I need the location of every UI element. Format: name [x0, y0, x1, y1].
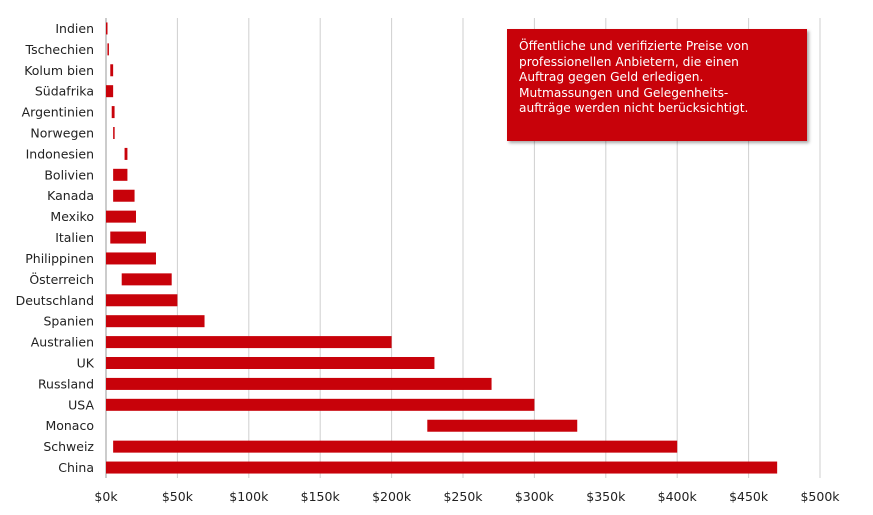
x-tick-label: $0k [94, 489, 118, 504]
category-label: Monaco [45, 418, 94, 433]
bar [124, 147, 128, 160]
bar [106, 461, 778, 474]
category-label: Deutschland [16, 293, 94, 308]
category-label: Indonesien [26, 146, 94, 161]
bar [106, 210, 136, 223]
bar [110, 231, 146, 244]
bar [427, 419, 578, 432]
x-tick-labels: $0k $50k $100k $150k $200k $250k $300k $350k $40… [94, 489, 840, 504]
bar [106, 377, 492, 390]
bar [113, 189, 135, 202]
category-label: UK [77, 356, 95, 371]
annotation-line: Öffentliche und verifizierte Preise von [519, 39, 749, 53]
category-label: Österreich [29, 271, 94, 287]
annotation-line: aufträge werden nicht berücksichtigt. [519, 101, 749, 115]
annotation-line: Auftrag gegen Geld erledigen. [519, 70, 704, 84]
category-label: Kanada [47, 188, 94, 203]
bar [106, 398, 535, 411]
bar [106, 315, 205, 328]
x-tick-label: $100k [229, 489, 269, 504]
x-tick-label: $300k [515, 489, 555, 504]
x-tick-label: $50k [162, 489, 194, 504]
bar [113, 168, 128, 181]
bars [106, 22, 778, 474]
category-label: Russland [38, 376, 94, 391]
category-label: Schweiz [43, 439, 94, 454]
x-tick-label: $450k [729, 489, 769, 504]
bar [106, 336, 392, 349]
bar [106, 22, 108, 35]
category-label: Italien [55, 230, 94, 245]
category-label: China [58, 460, 94, 475]
annotation-line: Mutmassungen und Gelegenheits- [519, 85, 729, 100]
category-label: USA [68, 397, 94, 412]
category-label: Indien [55, 21, 94, 36]
x-tick-label: $150k [301, 489, 341, 504]
category-label: Mexiko [50, 209, 94, 224]
x-tick-label: $350k [586, 489, 626, 504]
bar [113, 127, 115, 139]
x-tick-label: $400k [658, 489, 698, 504]
bar [111, 106, 115, 119]
category-label: Australien [31, 335, 94, 350]
category-label: Bolivien [44, 167, 94, 182]
bar [110, 64, 114, 77]
category-label: Argentinien [22, 105, 94, 120]
annotation-box: Öffentliche und verifizierte Preise von … [507, 29, 807, 141]
category-label: Kolum bien [24, 63, 94, 78]
x-tick-label: $250k [443, 489, 483, 504]
category-label: Philippinen [25, 251, 94, 266]
category-label: Norwegen [30, 126, 94, 141]
category-label: Spanien [43, 314, 94, 329]
bar [106, 357, 435, 369]
bar [106, 294, 178, 307]
annotation-line: professionellen Anbietern, die einen [519, 54, 739, 69]
bar [107, 43, 109, 56]
x-tick-label: $200k [372, 489, 412, 504]
bar [106, 85, 114, 98]
bar [106, 252, 156, 265]
bar [113, 440, 678, 453]
category-labels: Indien Tschechien Kolum bien Südafrika Argen… [16, 21, 95, 475]
category-label: Tschechien [25, 42, 94, 57]
x-tick-label: $500k [800, 489, 840, 504]
bar [121, 273, 172, 286]
category-label: Südafrika [35, 84, 94, 99]
